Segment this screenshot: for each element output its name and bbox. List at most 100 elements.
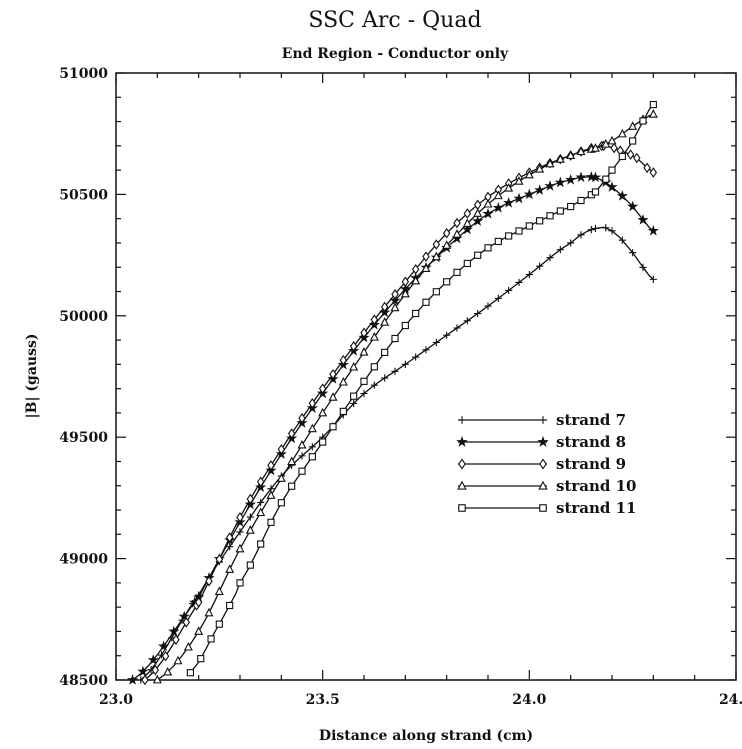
data-point (503, 197, 515, 208)
data-point (369, 332, 379, 341)
data-point (360, 327, 368, 339)
legend-item: strand 10 (457, 477, 637, 495)
data-point (246, 513, 254, 521)
data-point (178, 610, 190, 622)
data-point (329, 368, 337, 380)
data-point (546, 254, 554, 262)
data-point (308, 443, 316, 451)
data-point (461, 223, 473, 235)
series-strand-11 (186, 100, 657, 677)
data-point (391, 334, 399, 343)
data-point (482, 207, 494, 219)
data-point (463, 317, 471, 325)
data-point (360, 389, 368, 398)
data-point (443, 278, 451, 286)
data-point (515, 227, 523, 235)
y-tick-label: 49000 (59, 552, 108, 568)
data-point (360, 377, 368, 385)
data-point (287, 428, 296, 439)
chart-title: SSC Arc - Quad (308, 8, 481, 33)
data-point (576, 146, 586, 156)
legend-label: strand 8 (556, 433, 626, 451)
data-point (443, 331, 451, 339)
data-point (458, 504, 466, 512)
data-point (565, 173, 577, 185)
data-point (474, 251, 482, 259)
data-point (328, 392, 338, 401)
data-point (126, 674, 139, 685)
data-point (411, 263, 420, 275)
data-point (421, 263, 431, 273)
data-point (422, 346, 430, 354)
data-point (329, 423, 337, 431)
data-point (457, 480, 467, 490)
y-axis-label: |B| (gauss) (24, 334, 40, 419)
data-point (277, 499, 285, 507)
data-point (380, 317, 390, 326)
data-point (215, 620, 223, 628)
chart-subtitle: End Region - Conductor only (282, 46, 509, 62)
data-point (601, 139, 611, 148)
data-point (458, 458, 466, 470)
data-point (649, 100, 657, 109)
data-point (389, 294, 401, 306)
data-point (412, 353, 420, 361)
data-point (463, 259, 471, 268)
data-point (151, 664, 160, 676)
data-point (147, 654, 159, 665)
data-point (618, 236, 626, 244)
data-point (524, 169, 534, 179)
data-point (298, 467, 306, 475)
legend-item: strand 7 (458, 411, 626, 429)
legend-label: strand 11 (556, 499, 637, 517)
data-point (173, 655, 183, 665)
data-point (539, 416, 547, 424)
data-point (350, 399, 358, 408)
data-point (556, 246, 564, 254)
data-point (157, 640, 170, 652)
y-tick-label: 50000 (59, 309, 108, 325)
data-point (432, 338, 440, 347)
data-point (442, 227, 451, 239)
data-point (536, 217, 544, 225)
data-point (567, 239, 575, 247)
data-point (226, 601, 234, 610)
series-layer (126, 100, 659, 686)
data-point (236, 528, 244, 536)
data-point (544, 180, 556, 191)
y-tick-label: 51000 (59, 66, 108, 82)
data-point (456, 435, 468, 447)
data-point (431, 251, 441, 261)
data-point (298, 412, 306, 424)
data-point (577, 196, 585, 205)
data-point (246, 493, 255, 505)
data-point (494, 294, 502, 302)
y-tick-label: 50500 (59, 187, 108, 203)
legend-label: strand 9 (556, 455, 626, 473)
series-line (189, 104, 654, 674)
data-point (534, 184, 546, 195)
data-point (473, 208, 483, 217)
data-point (381, 374, 389, 382)
data-point (277, 444, 286, 455)
data-point (608, 166, 616, 174)
data-point (380, 301, 389, 313)
legend-item: strand 9 (458, 455, 626, 473)
data-point (400, 288, 410, 298)
data-point (205, 575, 213, 587)
data-point (589, 171, 602, 183)
data-point (626, 149, 635, 160)
data-point (297, 439, 307, 449)
data-point (338, 376, 348, 386)
data-point (608, 227, 616, 235)
data-point (350, 392, 358, 400)
data-point (370, 314, 379, 325)
data-point (493, 190, 503, 200)
data-point (567, 202, 575, 211)
data-point (172, 634, 180, 645)
data-point (453, 324, 461, 332)
x-tick-label: 24.5 (719, 692, 742, 708)
data-point (276, 473, 286, 482)
data-point (401, 276, 410, 288)
